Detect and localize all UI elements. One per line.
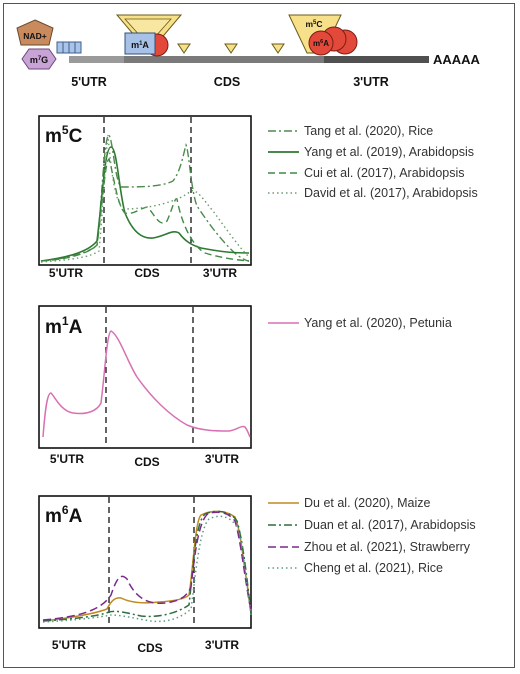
panel-m5c-region-3utr: 3'UTR xyxy=(203,266,238,280)
panel-m1a-legend: Yang et al. (2020), Petunia xyxy=(268,316,452,330)
modification-triangle-2 xyxy=(224,43,238,54)
legend-label-duan-2017: Duan et al. (2017), Arabidopsis xyxy=(304,518,476,532)
panel-m5c: m5C 5'UTR CDS 3'UTR Tang et al. (2020), … xyxy=(38,115,478,280)
legend-label-david-2017: David et al. (2017), Arabidopsis xyxy=(304,186,478,200)
modification-triangle-1 xyxy=(177,43,191,54)
panel-m6a-box xyxy=(38,495,252,629)
m7g-label: m7G xyxy=(30,55,48,65)
m6a-curve-cheng-2021-rice xyxy=(42,515,252,623)
gene-region-label-5utr: 5'UTR xyxy=(71,75,107,89)
modification-triangle-3 xyxy=(271,43,285,54)
m5c-label: m5C xyxy=(305,19,322,29)
gene-model: NAD+ m7G m1A m5C m6A AAAAA 5'UTR CDS 3'U xyxy=(16,14,481,89)
panel-m1a-title: m1A xyxy=(45,314,83,338)
gene-region-label-3utr: 3'UTR xyxy=(353,75,389,89)
panel-m1a: m1A 5'UTR CDS 3'UTR Yang et al. (2020), … xyxy=(38,305,452,469)
m6a-label: m6A xyxy=(313,39,329,48)
m7g-cap-hexagon xyxy=(21,48,57,70)
rna-cds-segment xyxy=(124,56,324,63)
panel-m6a: m6A 5'UTR CDS 3'UTR Du et al. (2020), Ma… xyxy=(38,495,476,655)
utr-box-pair xyxy=(56,41,82,54)
m6a-circle-left xyxy=(308,30,334,56)
m1a-curve-yang-2020-petunia xyxy=(42,330,251,438)
m1a-label: m1A xyxy=(131,40,149,50)
legend-label-tang-2020: Tang et al. (2020), Rice xyxy=(304,124,433,138)
m6a-curve-duan-2017-arabidopsis xyxy=(42,510,252,622)
panel-m1a-region-5utr: 5'UTR xyxy=(50,452,85,466)
panel-m1a-region-3utr: 3'UTR xyxy=(205,452,240,466)
panel-m6a-legend: Du et al. (2020), Maize Duan et al. (201… xyxy=(268,496,476,575)
legend-label-zhou-2021: Zhou et al. (2021), Strawberry xyxy=(304,540,471,554)
legend-label-cheng-2021: Cheng et al. (2021), Rice xyxy=(304,561,443,575)
m5c-curve-david-2017-arabidopsis xyxy=(40,134,250,263)
legend-label-yang-2019: Yang et al. (2019), Arabidopsis xyxy=(304,145,474,159)
gene-region-label-cds: CDS xyxy=(214,75,240,89)
m1a-box xyxy=(124,32,156,55)
legend-label-cui-2017: Cui et al. (2017), Arabidopsis xyxy=(304,166,465,180)
legend-label-yang-2020: Yang et al. (2020), Petunia xyxy=(304,316,452,330)
nad-cap-pentagon xyxy=(16,19,54,46)
m6a-curve-zhou-2021-strawberry xyxy=(42,511,252,621)
nad-cap-label: NAD+ xyxy=(23,31,46,41)
m5c-curve-tang-2020-rice xyxy=(40,134,250,262)
panel-m5c-title: m5C xyxy=(45,123,83,147)
panel-m5c-region-5utr: 5'UTR xyxy=(49,266,84,280)
panel-m6a-region-5utr: 5'UTR xyxy=(52,638,87,652)
panel-m1a-region-cds: CDS xyxy=(134,455,159,469)
rna-3utr-segment xyxy=(324,56,429,63)
panel-m5c-box xyxy=(38,115,252,266)
polya-tail-label: AAAAA xyxy=(433,52,481,67)
legend-label-du-2020: Du et al. (2020), Maize xyxy=(304,496,430,510)
panel-m6a-region-cds: CDS xyxy=(137,641,162,655)
panel-m6a-title: m6A xyxy=(45,503,83,527)
panel-m5c-legend: Tang et al. (2020), Rice Yang et al. (20… xyxy=(268,124,478,200)
rna-5utr-segment xyxy=(69,56,124,63)
panel-m6a-region-3utr: 3'UTR xyxy=(205,638,240,652)
m5c-curve-cui-2017-arabidopsis xyxy=(40,158,250,262)
m6a-curve-du-2020-maize xyxy=(42,510,252,622)
figure-frame: NAD+ m7G m1A m5C m6A AAAAA 5'UTR CDS 3'U xyxy=(3,3,515,668)
figure-canvas: NAD+ m7G m1A m5C m6A AAAAA 5'UTR CDS 3'U xyxy=(16,14,481,655)
panel-m5c-region-cds: CDS xyxy=(134,266,159,280)
panel-m1a-box xyxy=(38,305,252,449)
